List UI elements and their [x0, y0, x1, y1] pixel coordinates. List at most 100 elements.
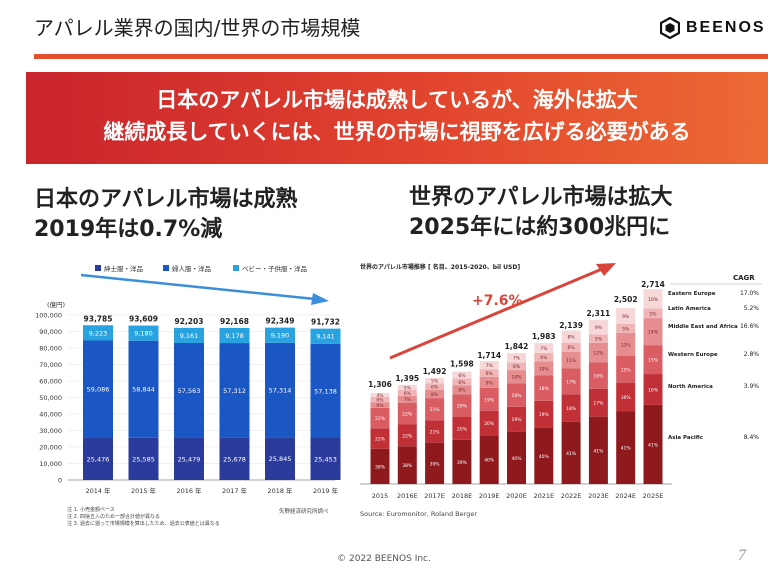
banner-line-1: 日本のアパレル市場は成熟しているが、海外は拡大: [156, 88, 638, 112]
segment-share-label: 39%: [457, 460, 468, 466]
segment-share-label: 7%: [486, 363, 494, 369]
x-tick-label: 2014 年: [85, 486, 111, 495]
y-tick-label: 50,000: [39, 394, 62, 402]
segment-share-label: 8%: [458, 388, 466, 394]
bar-value-label: 9,180: [134, 330, 153, 338]
bar-segment: [479, 360, 499, 370]
bar-segment: [370, 396, 390, 403]
bar-segment: [425, 389, 445, 399]
world-heading: 世界のアパレル市場は拡大 2025年には約300兆円に: [409, 183, 673, 243]
segment-share-label: 40%: [511, 456, 522, 462]
bar-segment: [452, 439, 472, 484]
segment-share-label: 39%: [430, 461, 441, 467]
bar-segment: [310, 328, 341, 344]
segment-share-label: 8%: [431, 392, 439, 398]
bar-segment: [643, 308, 663, 319]
segment-share-label: 13%: [621, 342, 632, 348]
legend-cagr-value: 8.4%: [744, 434, 760, 441]
legend-swatch: [233, 265, 239, 271]
bar-value-label: 25,479: [178, 455, 201, 463]
segment-share-label: 14%: [648, 330, 659, 336]
segment-share-label: 18%: [539, 386, 550, 392]
x-tick-label: 2018E: [452, 492, 473, 500]
bar-value-label: 57,563: [178, 387, 201, 395]
segment-share-label: 11%: [566, 358, 577, 364]
bar-segment: [588, 388, 608, 417]
bar-segment: [479, 376, 499, 388]
y-tick-label: 10,000: [39, 460, 62, 468]
segment-share-label: 5%: [622, 326, 630, 332]
chart-note: 注 1. 小売金額ベース: [67, 506, 115, 513]
bar-segment: [561, 351, 581, 369]
bar-total-label: 2,502: [614, 295, 638, 304]
segment-share-label: 41%: [621, 446, 632, 452]
bar-segment: [534, 343, 554, 353]
segment-share-label: 9%: [622, 314, 630, 320]
y-tick-label: 60,000: [39, 378, 62, 386]
trend-arrow-head: [311, 293, 329, 305]
bar-segment: [507, 353, 526, 363]
bar-total-label: 93,785: [84, 314, 113, 323]
segment-share-label: 17%: [566, 379, 577, 385]
legend-region-label: Latin America: [668, 306, 711, 312]
japan-heading: 日本のアパレル市場は成熟 2019年は0.7%減: [34, 185, 298, 245]
y-tick-label: 90,000: [39, 328, 62, 336]
bar-segment: [561, 330, 581, 343]
japan-heading-line-2: 2019年は0.7%減: [34, 217, 223, 242]
segment-share-label: 20%: [457, 426, 468, 432]
bar-segment: [397, 384, 417, 390]
segment-share-label: 41%: [648, 442, 659, 448]
segment-share-label: 17%: [593, 401, 604, 407]
bar-segment: [452, 385, 472, 395]
bar-segment: [265, 342, 295, 438]
bar-segment: [397, 395, 417, 403]
bar-segment: [370, 407, 390, 429]
segment-share-label: 18%: [566, 406, 577, 412]
bar-segment: [370, 393, 390, 397]
bar-segment: [616, 307, 636, 324]
bar-segment: [479, 410, 499, 436]
x-tick-label: 2021E: [533, 492, 554, 500]
y-tick-label: 30,000: [39, 427, 62, 435]
bar-segment: [588, 416, 608, 484]
chart-source: Source: Euromonitor, Roland Berger: [360, 510, 477, 518]
bar-value-label: 25,845: [269, 455, 292, 463]
x-tick-label: 2016 年: [176, 486, 202, 495]
bar-value-label: 57,314: [269, 387, 292, 395]
japan-heading-line-1: 日本のアパレル市場は成熟: [34, 187, 298, 212]
bar-segment: [83, 437, 113, 480]
x-tick-label: 2024E: [615, 492, 636, 500]
segment-share-label: 41%: [593, 448, 604, 454]
chart-source: 矢野経済研究所調べ: [279, 507, 329, 515]
segment-share-label: 19%: [484, 397, 495, 403]
bar-segment: [507, 383, 526, 407]
bar-segment: [397, 389, 417, 396]
segment-share-label: 21%: [430, 430, 441, 436]
segment-share-label: 8%: [568, 335, 576, 341]
x-tick-label: 2023E: [588, 492, 609, 500]
bar-value-label: 57,312: [223, 387, 246, 395]
x-tick-label: 2015: [372, 492, 389, 500]
cagr-header: CAGR: [733, 274, 755, 282]
legend-region-label: Western Europe: [668, 352, 718, 358]
legend-swatch: [163, 265, 169, 271]
bar-segment: [425, 420, 445, 443]
chart-title: 世界のアパレル市場推移 [ 名目、2015-2020、bil USD]: [360, 263, 520, 271]
segment-share-label: 21%: [430, 407, 441, 413]
bar-segment: [128, 325, 159, 341]
bar-total-label: 2,714: [641, 280, 665, 289]
segment-share-label: 5%: [404, 385, 412, 391]
bar-segment: [174, 342, 204, 438]
bar-segment: [507, 362, 526, 371]
segment-share-label: 22%: [402, 412, 413, 418]
bar-segment: [616, 411, 636, 484]
bar-segment: [643, 318, 663, 346]
bar-total-label: 2,311: [587, 309, 611, 318]
bar-total-label: 1,306: [368, 380, 392, 389]
bar-segment: [265, 327, 295, 343]
bar-segment: [83, 325, 113, 341]
segment-share-label: 18%: [511, 393, 522, 399]
legend-cagr-value: 3.9%: [744, 383, 760, 390]
page-title: アパレル業界の国内/世界の市場規模: [34, 16, 361, 40]
growth-arrow-head: [596, 263, 616, 276]
